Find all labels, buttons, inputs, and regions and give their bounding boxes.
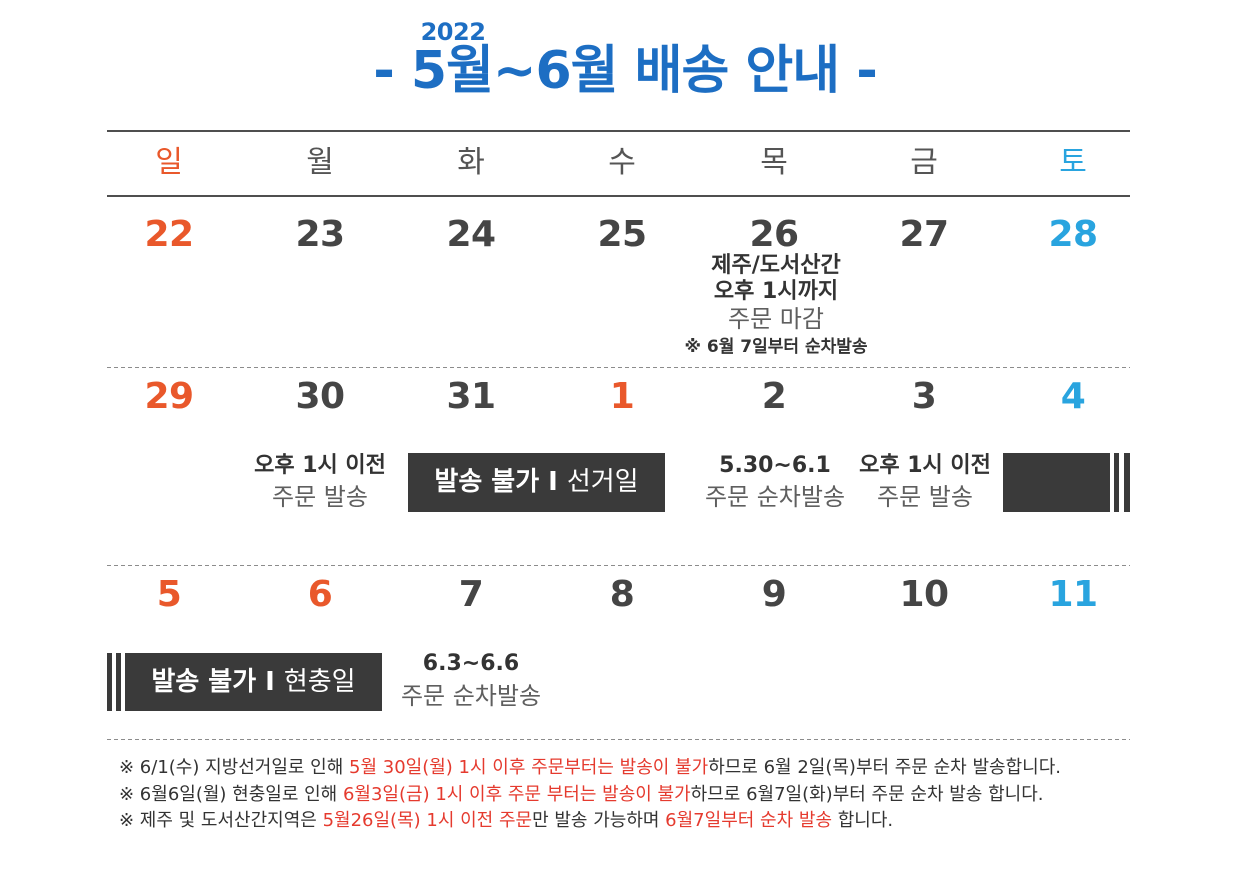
footnote-highlight: 6월7일부터 순차 발송 bbox=[665, 810, 832, 831]
jun3-shipping-note: 오후 1시 이전 주문 발송 bbox=[825, 451, 1025, 513]
date-jun-2: 2 bbox=[761, 376, 787, 417]
year-label: 2022 bbox=[420, 18, 486, 46]
weekday-tue: 화 bbox=[457, 145, 485, 180]
order-range-label: 6.3~6.6 bbox=[422, 651, 520, 676]
date-jun-9: 9 bbox=[761, 574, 787, 615]
weekday-header: 일 월 화 수 목 금 토 bbox=[0, 143, 1241, 183]
footnote-text: ※ 6월6일(월) 현충일로 인해 bbox=[119, 783, 343, 805]
date-jun-11: 11 bbox=[1048, 574, 1098, 615]
date-may-27: 27 bbox=[899, 214, 949, 255]
date-jun-10: 10 bbox=[899, 574, 949, 615]
shipping-action-label: 주문 순차발송 bbox=[704, 483, 846, 511]
footnote-highlight: 5월 30일(월) 1시 이후 주문부터는 발송이 불가 bbox=[349, 757, 709, 778]
date-jun-7: 7 bbox=[458, 574, 484, 615]
no-shipping-label: 발송 불가 bbox=[151, 667, 257, 697]
footnote-text: ※ 제주 및 도서산간지역은 bbox=[119, 810, 323, 831]
footnote-highlight: 5월26일(목) 1시 이전 주문 bbox=[322, 810, 533, 831]
footnotes: ※ 6/1(수) 지방선거일로 인해 5월 30일(월) 1시 이후 주문부터는… bbox=[119, 755, 1229, 835]
page-title: - 5월~6월 배송 안내 - bbox=[373, 41, 878, 101]
week-row: 5 6 7 8 9 10 11 bbox=[0, 573, 1241, 617]
date-may-28: 28 bbox=[1048, 214, 1098, 255]
footnote-text: ※ 6/1(수) 지방선거일로 인해 bbox=[119, 757, 350, 778]
weekday-thu: 목 bbox=[760, 145, 788, 180]
shipping-action-label: 주문 발송 bbox=[272, 483, 368, 511]
shipping-action-label: 주문 순차발송 bbox=[400, 682, 542, 710]
shipping-action-label: 주문 발송 bbox=[877, 483, 973, 511]
memorial-no-shipping-block: 발송 불가 I 현충일 bbox=[125, 653, 382, 711]
shipping-time-label: 오후 1시 이전 bbox=[254, 453, 386, 478]
cutoff-action-label: 주문 마감 bbox=[728, 305, 824, 333]
order-range-label: 5.30~6.1 bbox=[719, 453, 831, 478]
week-row: 22 23 24 25 26 27 28 bbox=[0, 213, 1241, 257]
holiday-reason-label: 선거일 bbox=[566, 467, 639, 497]
holiday-reason-label: 현충일 bbox=[283, 667, 356, 697]
weekday-sat: 토 bbox=[1059, 145, 1087, 180]
footnote-text: 만 발송 가능하며 bbox=[532, 810, 666, 831]
footnote-line: ※ 6/1(수) 지방선거일로 인해 5월 30일(월) 1시 이후 주문부터는… bbox=[119, 755, 1229, 782]
shipping-time-label: 오후 1시 이전 bbox=[859, 453, 991, 478]
weekday-header-rule bbox=[107, 195, 1130, 197]
election-no-shipping-block: 발송 불가 I 선거일 bbox=[408, 453, 665, 512]
weekday-mon: 월 bbox=[306, 145, 334, 180]
no-shipping-label: 발송 불가 bbox=[434, 467, 540, 497]
block-stripe bbox=[1124, 453, 1130, 512]
sequential-shipping-note: ※ 6월 7일부터 순차발송 bbox=[684, 337, 868, 357]
date-jun-5: 5 bbox=[156, 574, 182, 615]
footnote-text: 합니다. bbox=[832, 810, 894, 831]
footnote-highlight: 6월3일(금) 1시 이후 주문 부터는 발송이 불가 bbox=[342, 783, 691, 805]
jun7-shipping-note: 6.3~6.6 주문 순차발송 bbox=[371, 649, 571, 713]
date-jun-3: 3 bbox=[911, 376, 937, 417]
date-jun-6: 6 bbox=[307, 574, 333, 615]
week-row: 29 30 31 1 2 3 4 bbox=[0, 375, 1241, 419]
date-may-26: 26 bbox=[749, 214, 799, 255]
jun4-no-shipping-block bbox=[1003, 453, 1110, 512]
cutoff-time-label: 오후 1시까지 bbox=[713, 279, 839, 304]
footnote-text: 하므로 6월 2일(목)부터 주문 순차 발송합니다. bbox=[708, 757, 1061, 778]
week-divider bbox=[107, 367, 1130, 368]
date-may-25: 25 bbox=[597, 214, 647, 255]
date-may-24: 24 bbox=[446, 214, 496, 255]
footnote-divider bbox=[107, 739, 1130, 740]
footnote-line: ※ 제주 및 도서산간지역은 5월26일(목) 1시 이전 주문만 발송 가능하… bbox=[119, 808, 1229, 835]
calendar-top-rule bbox=[107, 130, 1130, 132]
weekday-sun: 일 bbox=[155, 145, 183, 180]
date-may-31: 31 bbox=[446, 376, 496, 417]
date-may-29: 29 bbox=[144, 376, 194, 417]
footnote-text: 하므로 6월7일(화)부터 주문 순차 발송 합니다. bbox=[690, 783, 1044, 805]
week-divider bbox=[107, 565, 1130, 566]
block-stripe bbox=[116, 653, 121, 711]
date-jun-1: 1 bbox=[609, 376, 635, 417]
date-may-22: 22 bbox=[144, 214, 194, 255]
jun2-shipping-note: 5.30~6.1 주문 순차발송 bbox=[675, 451, 875, 513]
date-may-30: 30 bbox=[295, 376, 345, 417]
date-jun-8: 8 bbox=[609, 574, 635, 615]
block-stripe bbox=[1114, 453, 1119, 512]
jeju-region-label: 제주/도서산간 bbox=[711, 253, 841, 278]
jeju-cutoff-note: 제주/도서산간 오후 1시까지 주문 마감 ※ 6월 7일부터 순차발송 bbox=[656, 253, 896, 361]
weekday-wed: 수 bbox=[608, 145, 636, 180]
block-separator: I bbox=[265, 667, 275, 697]
date-jun-4: 4 bbox=[1060, 376, 1086, 417]
weekday-fri: 금 bbox=[910, 145, 938, 180]
block-stripe bbox=[107, 653, 112, 711]
may30-shipping-note: 오후 1시 이전 주문 발송 bbox=[220, 451, 420, 513]
date-may-23: 23 bbox=[295, 214, 345, 255]
footnote-line: ※ 6월6일(월) 현충일로 인해 6월3일(금) 1시 이후 주문 부터는 발… bbox=[119, 782, 1229, 809]
block-separator: I bbox=[548, 467, 558, 497]
